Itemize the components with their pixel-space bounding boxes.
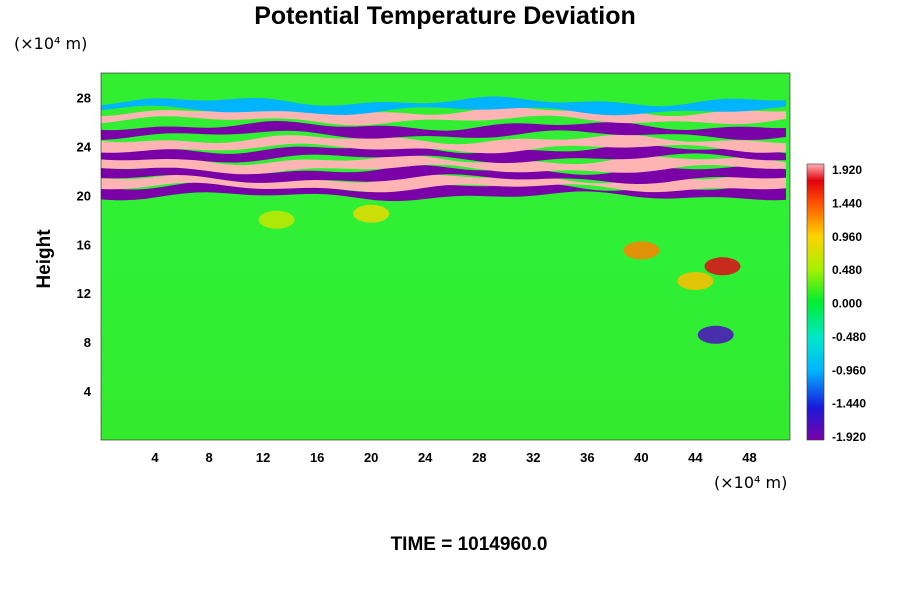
colorbar-tick-label: 0.000: [832, 297, 862, 311]
band-layer: [101, 96, 786, 202]
y-axis: 4 8 12 16 20 24 28: [77, 91, 92, 400]
x-tick-label: 4: [151, 450, 159, 465]
x-tick-label: 40: [634, 450, 648, 465]
colorbar-tick-label: -1.920: [832, 430, 866, 444]
anomaly-blob: [704, 257, 741, 276]
band: [101, 121, 786, 140]
x-tick-label: 16: [310, 450, 324, 465]
time-label: TIME = 1014960.0: [391, 534, 548, 555]
x-tick-label: 28: [472, 450, 486, 465]
colorbar-tick-label: -0.960: [832, 363, 866, 377]
y-tick-label: 16: [77, 237, 91, 252]
colorbar-tick-label: 1.440: [832, 196, 862, 210]
band: [101, 134, 786, 154]
y-unit-label: (×10⁴ m): [14, 34, 87, 53]
anomaly-blob: [677, 272, 714, 290]
x-tick-label: 12: [256, 450, 270, 465]
band: [101, 182, 786, 202]
heatmap-field: [101, 73, 790, 440]
x-unit-label: (×10⁴ m): [714, 473, 787, 492]
band: [101, 165, 786, 184]
y-tick-label: 24: [77, 139, 92, 154]
x-tick-label: 36: [580, 450, 594, 465]
anomaly-blob: [697, 325, 734, 344]
y-tick-label: 4: [84, 384, 92, 399]
colorbar-tick-label: 0.480: [832, 263, 862, 277]
anomaly-blob: [353, 204, 390, 223]
anomaly-blob: [258, 210, 295, 229]
colorbar-tick-label: 1.920: [832, 163, 862, 177]
blob-layer: [258, 204, 741, 344]
x-tick-label: 20: [364, 450, 378, 465]
band: [101, 155, 786, 175]
y-tick-label: 12: [77, 286, 91, 301]
chart-title: Potential Temperature Deviation: [254, 2, 636, 30]
plot-frame: [100, 72, 791, 441]
x-tick-label: 48: [742, 450, 756, 465]
x-tick-label: 32: [526, 450, 540, 465]
x-tick-label: 44: [688, 450, 703, 465]
colorbar: [806, 163, 825, 441]
band: [101, 173, 786, 193]
band: [101, 96, 786, 116]
y-tick-label: 28: [77, 91, 91, 106]
y-axis-label: Height: [34, 229, 55, 289]
y-tick-label: 8: [84, 335, 91, 350]
y-tick-label: 20: [77, 188, 91, 203]
anomaly-blob: [623, 241, 660, 260]
x-tick-label: 8: [205, 450, 212, 465]
colorbar-tick-label: -0.480: [832, 330, 866, 344]
band: [101, 144, 786, 164]
x-tick-label: 24: [418, 450, 433, 465]
colorbar-tick-label: -1.440: [832, 397, 866, 411]
colorbar-tick-label: 0.960: [832, 230, 862, 244]
x-axis: 4 8 12 16 20 24 28 32 36 40 44 48: [151, 450, 756, 465]
colorbar-ticks: 1.920 1.440 0.960 0.480 0.000 -0.480 -0.960 -1.…: [832, 163, 866, 444]
